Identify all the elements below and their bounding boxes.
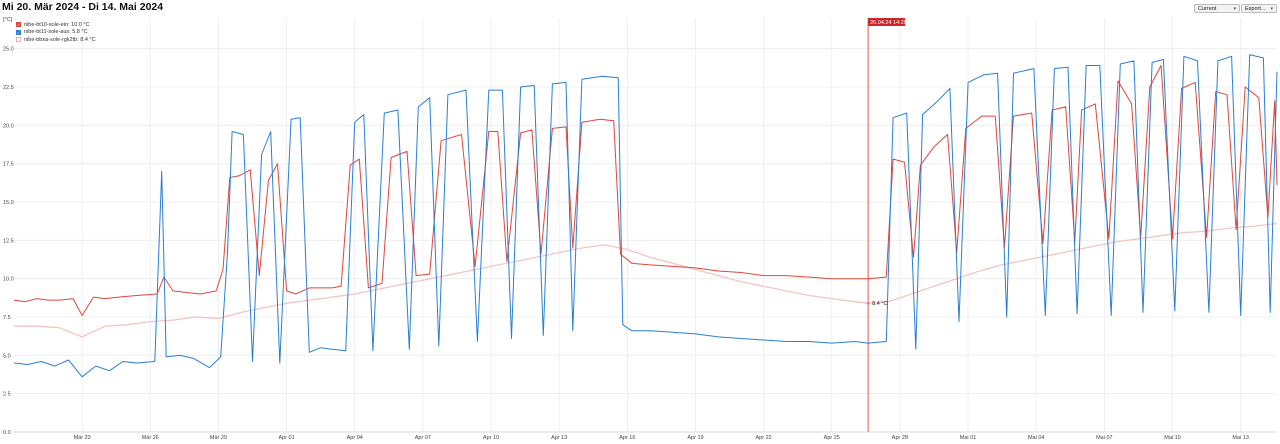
y-tick-label: 25.0 [3, 47, 14, 53]
cursor-value-label: 8.4 °C [872, 301, 887, 307]
x-tick-label: Mai 13 [1232, 435, 1249, 441]
y-tick-label: 10.0 [3, 277, 14, 283]
legend-item-sole-aus[interactable]: ✓ nibe-bt11-sole-aus: 5.8 °C [16, 29, 96, 37]
page-title: Mi 20. Mär 2024 - Di 14. Mai 2024 [2, 1, 164, 13]
checkbox-icon[interactable] [16, 37, 21, 43]
y-tick-label: 20.0 [3, 123, 14, 129]
x-tick-label: Apr 22 [756, 435, 772, 441]
y-tick-label: 7.5 [3, 315, 11, 321]
legend-label: nibe-bt10-sole-ein: 10.0 °C [24, 21, 90, 28]
chevron-down-icon: ▾ [1270, 6, 1273, 12]
legend-item-sole-ein[interactable]: ✓ nibe-bt10-sole-ein: 10.0 °C [16, 21, 96, 29]
y-tick-label: 12.5 [3, 238, 14, 244]
x-tick-label: Apr 19 [687, 435, 703, 441]
y-tick-label: 0.0 [3, 430, 11, 436]
x-tick-label: Mai 01 [960, 435, 977, 441]
legend-item-rgk2tb[interactable]: nibe-bbxa-sole-rgk2tb: 8.4 °C [16, 36, 96, 44]
x-tick-label: Apr 16 [619, 435, 635, 441]
cursor-date-label: 26.04.24 14:29 [870, 20, 907, 26]
cursor-value-point [866, 301, 870, 305]
y-axis-label: [°C] [3, 17, 13, 23]
x-tick-label: Mai 10 [1164, 435, 1181, 441]
y-tick-label: 2.5 [3, 392, 11, 398]
x-tick-label: Mär 23 [74, 435, 91, 441]
y-tick-label: 17.5 [3, 162, 14, 168]
legend-label: nibe-bbxa-sole-rgk2tb: 8.4 °C [24, 36, 96, 43]
legend-label: nibe-bt11-sole-aus: 5.8 °C [24, 29, 88, 36]
x-tick-label: Apr 25 [824, 435, 840, 441]
export-select[interactable]: Export... ▾ [1241, 4, 1277, 13]
series-line-nibe-bbxa-sole-rgk2tb [14, 222, 1278, 338]
x-tick-label: Mär 26 [142, 435, 159, 441]
x-tick-label: Apr 13 [551, 435, 567, 441]
x-tick-label: Mär 29 [210, 435, 227, 441]
x-tick-label: Apr 10 [483, 435, 499, 441]
series-line-nibe-bt10-sole-ein [13, 65, 1278, 316]
x-tick-label: Apr 01 [278, 435, 294, 441]
x-tick-label: Mai 04 [1028, 435, 1045, 441]
checkbox-icon[interactable]: ✓ [16, 29, 21, 35]
checkbox-icon[interactable]: ✓ [16, 22, 21, 28]
y-tick-label: 5.0 [3, 353, 11, 359]
x-tick-label: Apr 04 [347, 435, 363, 441]
x-tick-label: Mai 07 [1096, 435, 1113, 441]
x-tick-label: Apr 28 [892, 435, 908, 441]
cursor-date-badge [868, 18, 906, 26]
chart-legend: ✓ nibe-bt10-sole-ein: 10.0 °C ✓ nibe-bt1… [16, 21, 96, 44]
chevron-down-icon: ▾ [1233, 6, 1236, 12]
x-tick-label: Apr 07 [415, 435, 431, 441]
export-select-label: Export... [1245, 6, 1266, 12]
series-line-nibe-bt11-sole-aus [13, 54, 1278, 378]
y-tick-label: 22.5 [3, 85, 14, 91]
current-select-label: Current [1198, 6, 1217, 12]
current-select[interactable]: Current ▾ [1194, 4, 1240, 13]
y-tick-label: 15.0 [3, 200, 14, 206]
